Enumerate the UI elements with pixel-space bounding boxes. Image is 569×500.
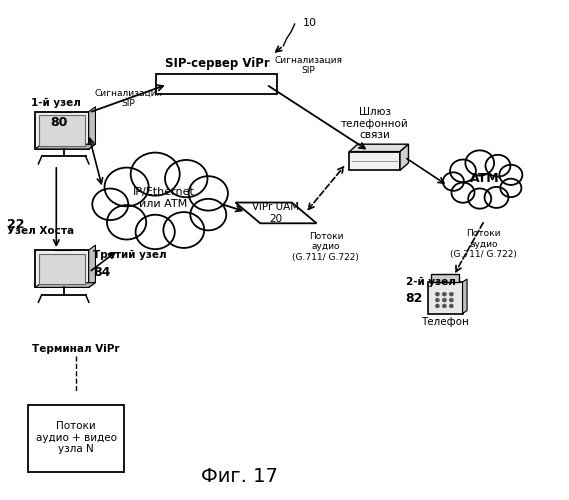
Bar: [156, 74, 278, 94]
Text: ATM: ATM: [470, 172, 500, 185]
Text: IP/Ethernet
или ATM: IP/Ethernet или ATM: [133, 188, 194, 209]
Bar: [39, 115, 85, 146]
Text: Потоки
аудио
(G.711/ G.722): Потоки аудио (G.711/ G.722): [292, 232, 360, 262]
Text: 1-й узел: 1-й узел: [31, 98, 81, 108]
Circle shape: [436, 304, 439, 308]
Circle shape: [190, 199, 226, 230]
Circle shape: [500, 165, 522, 185]
Polygon shape: [400, 144, 409, 171]
Text: 10: 10: [303, 18, 317, 28]
Text: Фиг. 17: Фиг. 17: [201, 468, 278, 486]
Circle shape: [165, 160, 208, 197]
Polygon shape: [236, 202, 316, 224]
Circle shape: [443, 172, 464, 191]
Circle shape: [436, 298, 439, 302]
Bar: [28, 405, 124, 471]
Circle shape: [105, 168, 149, 206]
Bar: [35, 250, 89, 288]
Text: Потоки
аудио
(G.711/ G.722): Потоки аудио (G.711/ G.722): [450, 229, 517, 259]
Circle shape: [163, 212, 204, 248]
Text: 2-й узел: 2-й узел: [406, 277, 456, 287]
Circle shape: [465, 150, 494, 176]
Circle shape: [485, 187, 509, 208]
Text: SIP-сервер ViPr: SIP-сервер ViPr: [164, 56, 269, 70]
Text: 82: 82: [406, 292, 423, 305]
Text: ViPr UAM
20: ViPr UAM 20: [253, 202, 300, 224]
Ellipse shape: [446, 157, 523, 204]
Circle shape: [450, 298, 453, 302]
Polygon shape: [35, 144, 96, 149]
Ellipse shape: [98, 164, 229, 242]
Polygon shape: [349, 144, 409, 152]
Circle shape: [485, 155, 510, 176]
Text: Сигнализация
SIP: Сигнализация SIP: [94, 89, 163, 108]
Circle shape: [443, 304, 446, 308]
Circle shape: [450, 292, 453, 296]
Text: Телефон: Телефон: [421, 317, 469, 327]
Polygon shape: [463, 279, 467, 314]
Circle shape: [443, 292, 446, 296]
Circle shape: [468, 188, 491, 208]
Circle shape: [189, 176, 228, 210]
Polygon shape: [89, 106, 96, 149]
Text: Терминал ViPr: Терминал ViPr: [32, 344, 120, 354]
Circle shape: [443, 298, 446, 302]
Circle shape: [500, 178, 521, 197]
Circle shape: [451, 182, 475, 203]
Circle shape: [131, 152, 180, 196]
Text: 80: 80: [51, 116, 68, 128]
Circle shape: [135, 214, 175, 249]
Bar: [39, 254, 85, 284]
Bar: [431, 274, 459, 282]
Text: Третий узел: Третий узел: [93, 250, 167, 260]
Text: Сигнализация
SIP: Сигнализация SIP: [275, 56, 343, 76]
Bar: [35, 112, 89, 149]
Text: 22: 22: [7, 218, 25, 231]
Circle shape: [450, 160, 476, 182]
Circle shape: [92, 188, 128, 220]
Text: Шлюз
телефонной
связи: Шлюз телефонной связи: [341, 107, 409, 140]
Text: 84: 84: [93, 266, 110, 279]
Text: Узел Хоста: Узел Хоста: [7, 226, 75, 236]
Text: Потоки
аудио + видео
узла N: Потоки аудио + видео узла N: [35, 422, 117, 454]
Circle shape: [450, 304, 453, 308]
Bar: [349, 152, 400, 171]
Polygon shape: [89, 245, 96, 288]
Circle shape: [107, 205, 146, 240]
Bar: [428, 282, 463, 314]
Circle shape: [436, 292, 439, 296]
Polygon shape: [35, 282, 96, 288]
